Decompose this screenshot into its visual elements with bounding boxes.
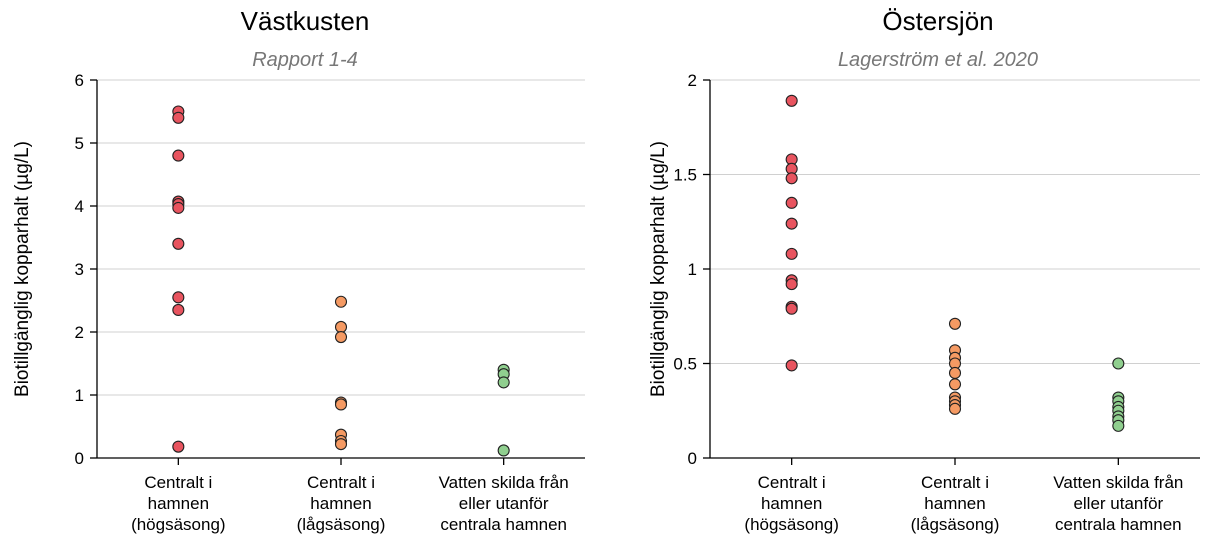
chart0-ytick-label: 0 <box>75 449 84 468</box>
chart0-category-label: hamnen <box>148 494 209 513</box>
chart1-category-label: eller utanför <box>1073 494 1163 513</box>
chart1-point <box>948 317 962 330</box>
chart0-point <box>172 111 185 124</box>
chart1-category-label: (högsäsong) <box>744 515 839 534</box>
chart0-point <box>334 295 348 308</box>
chart0-category-label: Centralt i <box>307 473 375 492</box>
chart1-point <box>948 378 962 391</box>
chart1-category-label: Vatten skilda från <box>1053 473 1183 492</box>
chart1-category-label: centrala hamnen <box>1055 515 1182 534</box>
chart1-category-label: (lågsäsong) <box>911 515 1000 534</box>
chart0-ytick-label: 6 <box>75 71 84 90</box>
chart0-point <box>497 376 510 389</box>
chart0-category-label: Vatten skilda från <box>439 473 569 492</box>
chart1-point <box>785 94 798 107</box>
chart1-point <box>785 217 798 230</box>
chart0-ytick-label: 5 <box>75 134 84 153</box>
chart1-point <box>948 366 962 380</box>
chart0-ytick-label: 1 <box>75 386 84 405</box>
chart0-category-label: (lågsäsong) <box>297 515 386 534</box>
chart1-title: Östersjön <box>882 6 993 36</box>
chart1-ylabel: Biotillgänglig kopparhalt (µg/L) <box>648 141 669 397</box>
chart0-point <box>334 320 348 334</box>
chart1-category-label: hamnen <box>924 494 985 513</box>
chart1-point <box>1112 419 1125 432</box>
chart0-point <box>172 149 185 162</box>
chart1-point <box>785 172 798 185</box>
chart1-point <box>1112 357 1125 370</box>
chart1-ytick-label: 1 <box>688 260 697 279</box>
chart1-point <box>785 196 798 209</box>
chart0-ylabel: Biotillgänglig kopparhalt (µg/L) <box>12 141 33 397</box>
chart1-category-label: hamnen <box>761 494 822 513</box>
chart0-category-label: (högsäsong) <box>131 515 226 534</box>
chart1-point <box>948 402 962 415</box>
chart1-point <box>785 278 798 291</box>
chart1-ytick-label: 1.5 <box>673 166 697 185</box>
chart1-ytick-label: 0.5 <box>673 355 697 374</box>
chart1-point <box>785 359 798 372</box>
chart0-point <box>172 201 185 214</box>
chart0-subtitle: Rapport 1-4 <box>252 49 358 71</box>
chart0-category-label: centrala hamnen <box>440 515 567 534</box>
chart0-point <box>334 438 348 451</box>
chart1-point <box>785 302 798 315</box>
chart0-ytick-label: 2 <box>75 323 84 342</box>
chart0-point <box>334 330 348 344</box>
chart0-point <box>172 440 185 453</box>
chart1-ytick-label: 2 <box>688 71 697 90</box>
chart1-ytick-label: 0 <box>688 449 697 468</box>
chart0-ytick-label: 3 <box>75 260 84 279</box>
chart1-category-label: Centralt i <box>921 473 989 492</box>
chart0-point <box>172 303 185 317</box>
chart0-category-label: eller utanför <box>459 494 549 513</box>
chart1-subtitle: Lagerström et al. 2020 <box>838 49 1038 71</box>
chart0-title: Västkusten <box>241 6 370 36</box>
chart0-category-label: hamnen <box>310 494 371 513</box>
chart0-ytick-label: 4 <box>75 197 84 216</box>
chart0-point <box>497 444 510 457</box>
chart0-point <box>334 398 348 411</box>
chart0-point <box>172 237 185 250</box>
chart0-category-label: Centralt i <box>144 473 212 492</box>
chart1-point <box>785 247 798 260</box>
chart0-point <box>172 291 185 304</box>
chart1-category-label: Centralt i <box>758 473 826 492</box>
